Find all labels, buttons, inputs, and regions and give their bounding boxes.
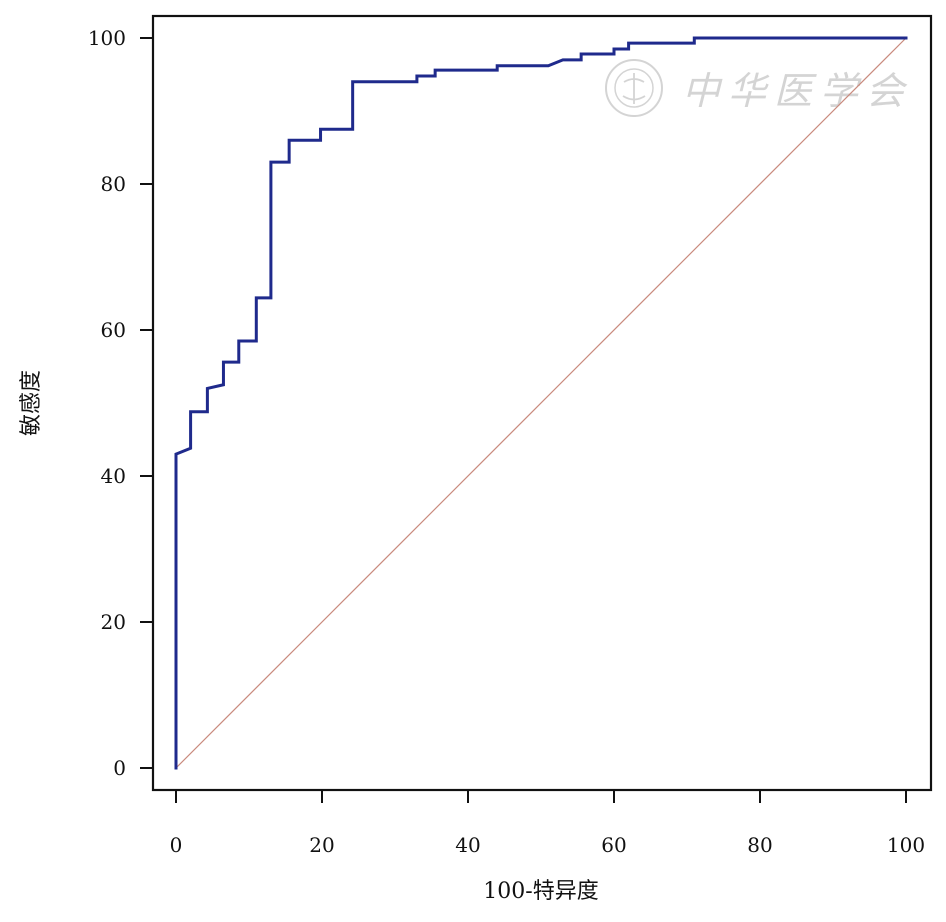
watermark-seal-outer-icon xyxy=(605,59,663,117)
roc-curve-line xyxy=(174,36,908,770)
x-tick-label: 20 xyxy=(309,833,334,857)
x-tick-label: 40 xyxy=(455,833,480,857)
y-tick-label: 80 xyxy=(101,172,126,196)
x-axis-label: 100-特异度 xyxy=(483,879,598,904)
reference-line xyxy=(175,37,907,769)
y-tick-label: 60 xyxy=(101,318,126,342)
watermark-seal-symbol-icon xyxy=(622,73,646,104)
series-layer xyxy=(174,36,908,770)
y-tick-label: 100 xyxy=(88,26,126,50)
watermark-text: 中华医学会 xyxy=(682,69,912,113)
y-axis-label: 敏感度 xyxy=(19,370,44,436)
x-tick-label: 100 xyxy=(887,833,925,857)
x-axis-ticks: 0 20 40 60 80 100 xyxy=(170,790,925,857)
y-tick-label: 0 xyxy=(113,756,126,780)
watermark-seal-inner-icon xyxy=(614,68,654,108)
y-tick-label: 20 xyxy=(101,610,126,634)
x-tick-label: 60 xyxy=(601,833,626,857)
reference-line-layer xyxy=(175,37,907,769)
x-tick-label: 0 xyxy=(170,833,183,857)
plot-frame xyxy=(151,14,933,792)
y-axis-ticks: 0 20 40 60 80 100 xyxy=(88,26,153,780)
x-tick-label: 80 xyxy=(747,833,772,857)
y-tick-label: 40 xyxy=(101,464,126,488)
